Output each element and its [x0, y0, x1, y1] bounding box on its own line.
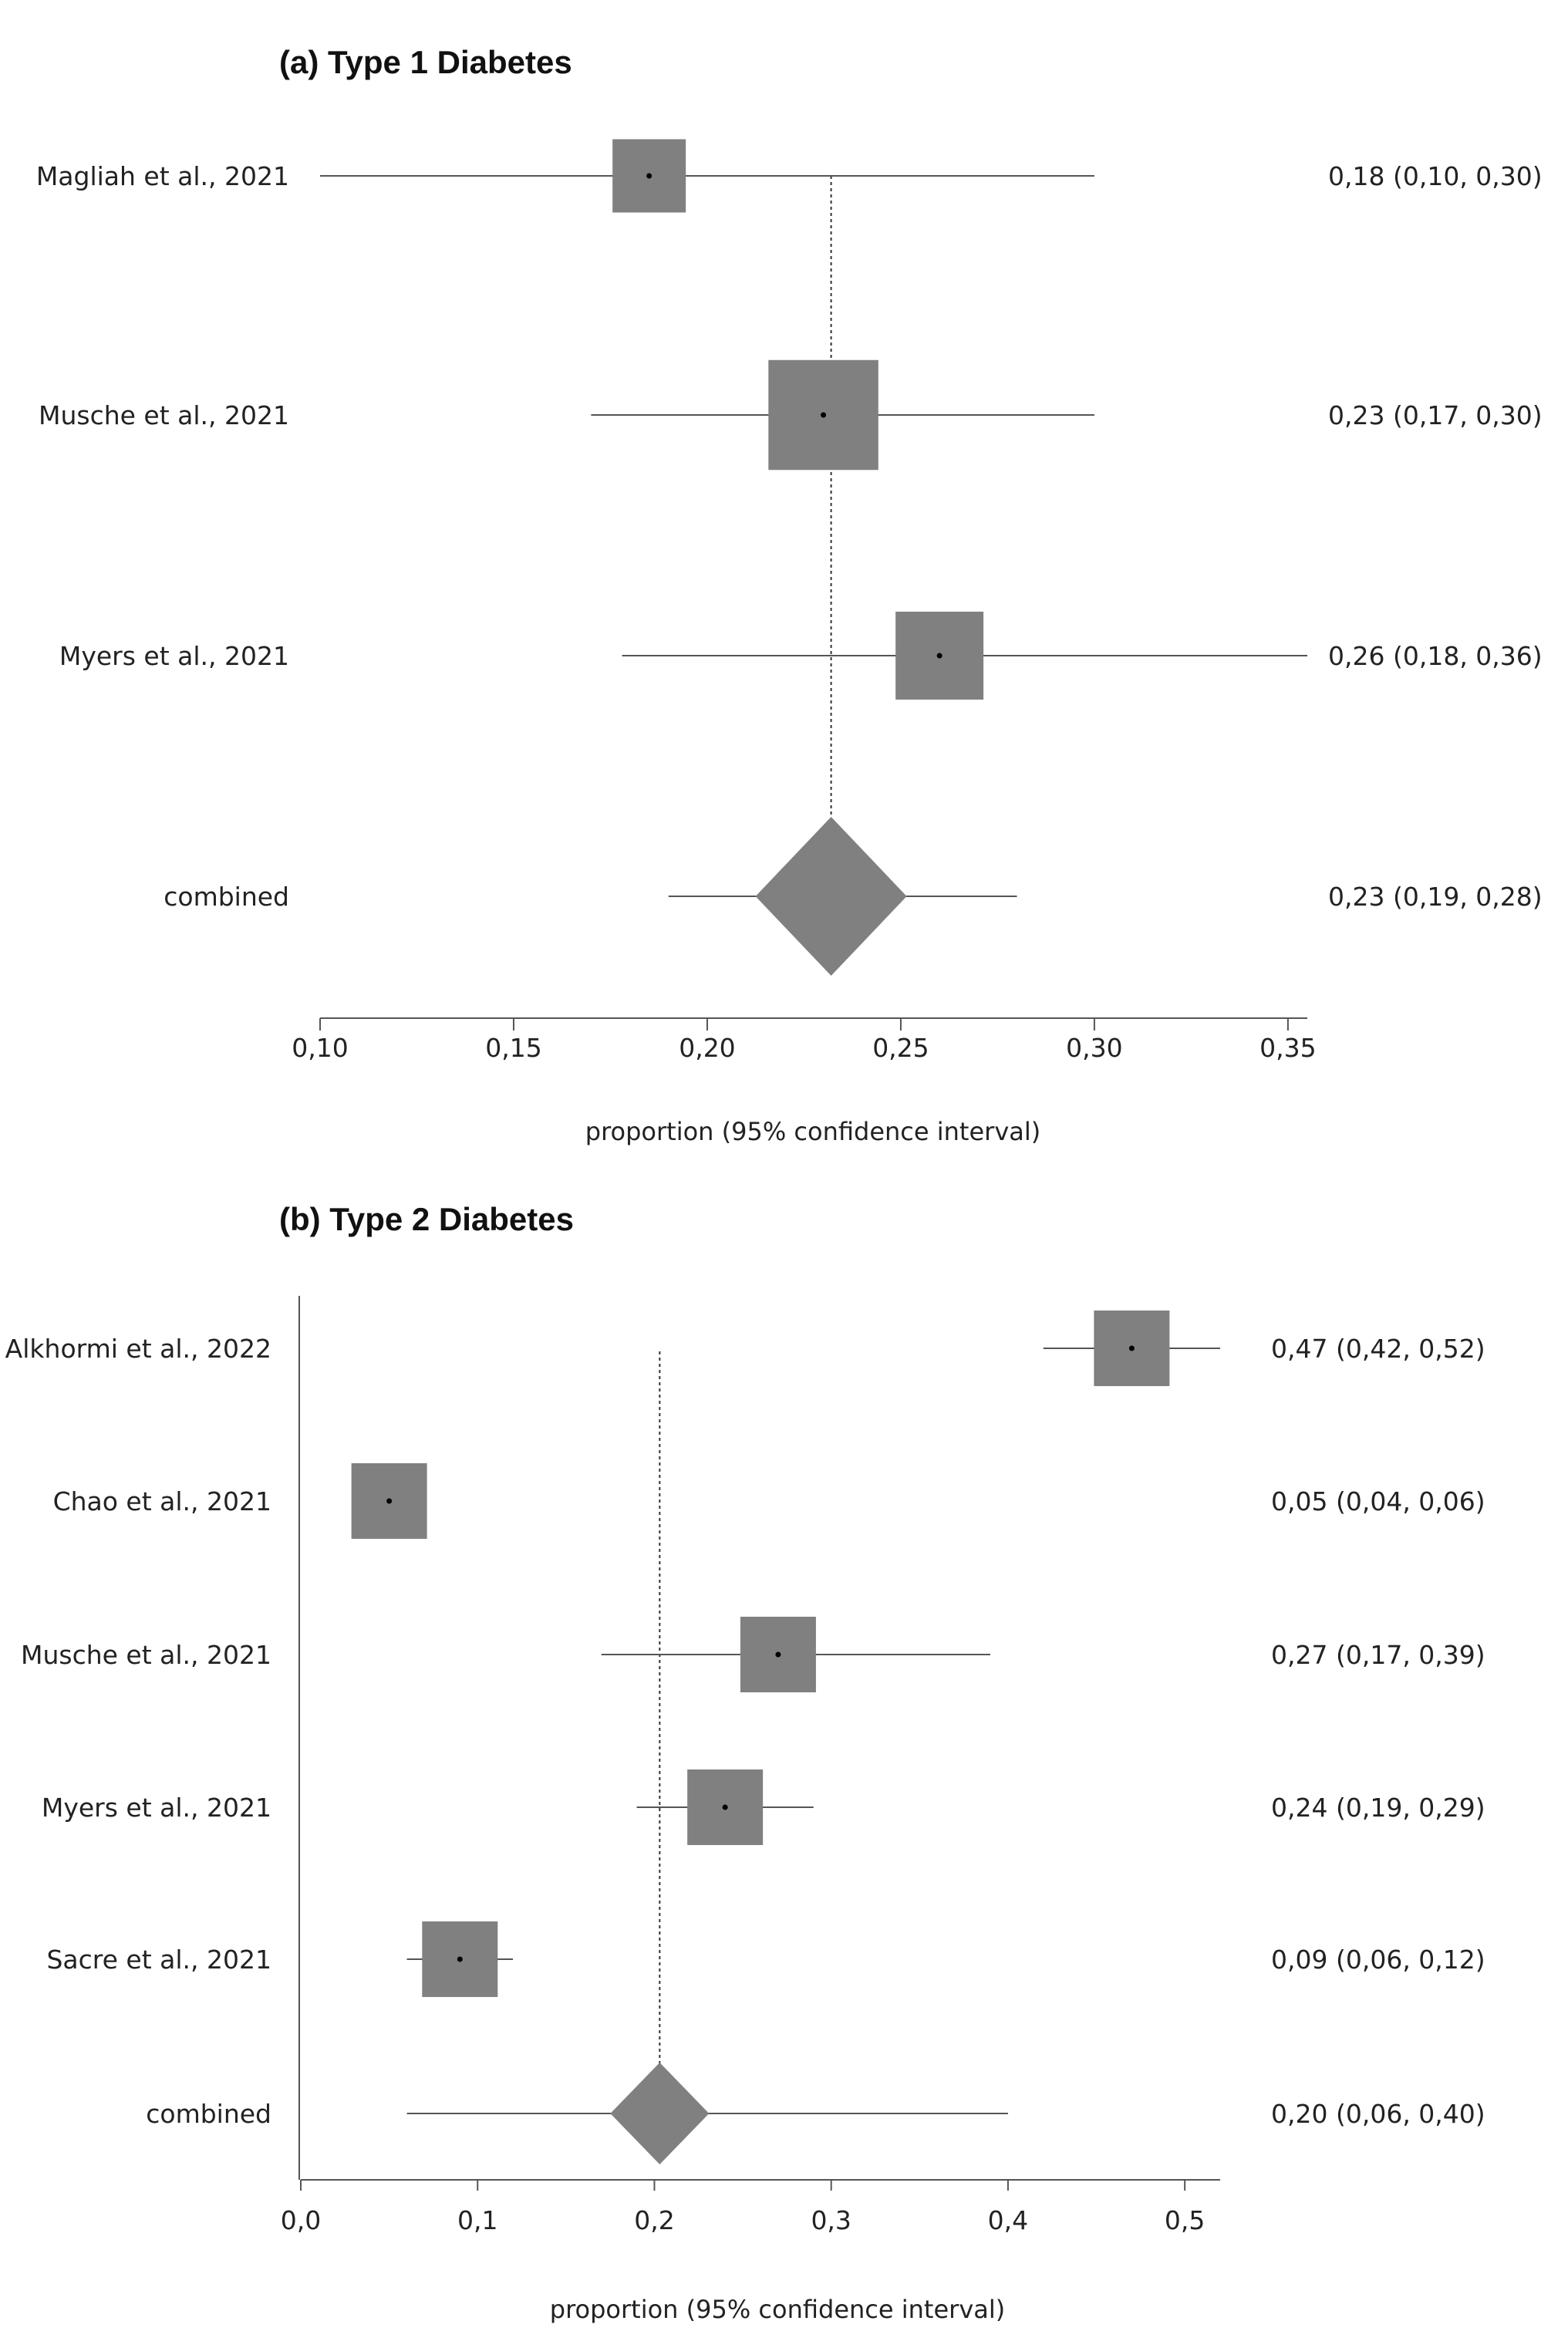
panel-a-x-tick-label: 0,20: [679, 1033, 735, 1063]
panel-b-estimate-point: [386, 1498, 393, 1504]
panel-b-x-tick-label: 0,4: [988, 2205, 1028, 2235]
panel-b-x-tick-label: 0,5: [1165, 2205, 1205, 2235]
panel-a-estimate-point: [936, 653, 942, 659]
panel-b-title: (b) Type 2 Diabetes: [279, 1201, 574, 1237]
panel-type2-diabetes: (b) Type 2 Diabetes Alkhormi et al., 202…: [5, 1201, 1485, 2324]
panel-b-combined-row: combined 0,20 (0,06, 0,40): [146, 2063, 1485, 2164]
panel-b-combined-estimate-text: 0,20 (0,06, 0,40): [1271, 2099, 1485, 2129]
panel-a-title: (a) Type 1 Diabetes: [279, 44, 572, 80]
panel-b-combined-diamond: [610, 2063, 710, 2164]
panel-b-study-row: Sacre et al., 2021 0,09 (0,06, 0,12): [46, 1921, 1485, 1997]
panel-a-combined-estimate-text: 0,23 (0,19, 0,28): [1328, 882, 1543, 912]
panel-b-x-tick-label: 0,3: [811, 2205, 851, 2235]
panel-a-study-row: Myers et al., 2021 0,26 (0,18, 0,36): [59, 612, 1543, 700]
panel-a-estimate-point: [821, 412, 827, 418]
panel-b-estimate-point: [722, 1804, 728, 1810]
panel-a-x-tick-label: 0,30: [1066, 1033, 1122, 1063]
panel-b-x-tick-label: 0,0: [281, 2205, 321, 2235]
panel-a-study-name: Musche et al., 2021: [39, 400, 289, 430]
panel-b-study-name: Sacre et al., 2021: [46, 1945, 271, 1975]
panel-b-study-name: Alkhormi et al., 2022: [5, 1334, 271, 1364]
panel-b-x-axis-label: proportion (95% confidence interval): [550, 2295, 1005, 2324]
panel-a-study-estimate-text: 0,18 (0,10, 0,30): [1328, 161, 1543, 191]
panel-a-x-tick-label: 0,35: [1259, 1033, 1316, 1063]
panel-a-combined-diamond: [755, 817, 907, 976]
panel-a-x-tick-label: 0,15: [485, 1033, 541, 1063]
panel-b-study-name: Musche et al., 2021: [21, 1640, 271, 1670]
panel-a-study-estimate-text: 0,23 (0,17, 0,30): [1328, 400, 1543, 430]
panel-b-x-tick-label: 0,1: [457, 2205, 497, 2235]
panel-b-study-estimate-text: 0,05 (0,04, 0,06): [1271, 1486, 1485, 1516]
panel-b-combined-label: combined: [146, 2099, 271, 2129]
panel-b-study-row: Myers et al., 2021 0,24 (0,19, 0,29): [42, 1769, 1485, 1845]
panel-b-study-name: Myers et al., 2021: [42, 1793, 271, 1823]
panel-a-combined-row: combined 0,23 (0,19, 0,28): [164, 817, 1543, 976]
panel-b-estimate-point: [457, 1956, 463, 1962]
panel-b-study-row: Musche et al., 2021 0,27 (0,17, 0,39): [21, 1617, 1485, 1692]
panel-b-study-estimate-text: 0,24 (0,19, 0,29): [1271, 1793, 1485, 1823]
panel-a-x-tick-label: 0,25: [872, 1033, 929, 1063]
panel-b-study-row: Chao et al., 2021 0,05 (0,04, 0,06): [53, 1463, 1485, 1539]
panel-a-study-name: Myers et al., 2021: [59, 641, 289, 671]
panel-b-study-estimate-text: 0,27 (0,17, 0,39): [1271, 1640, 1485, 1670]
panel-b-study-estimate-text: 0,47 (0,42, 0,52): [1271, 1334, 1485, 1364]
panel-b-study-estimate-text: 0,09 (0,06, 0,12): [1271, 1945, 1485, 1975]
panel-a-combined-label: combined: [164, 882, 289, 912]
panel-a-study-name: Magliah et al., 2021: [36, 161, 289, 191]
panel-a-study-row: Magliah et al., 2021 0,18 (0,10, 0,30): [36, 139, 1543, 213]
panel-a-study-estimate-text: 0,26 (0,18, 0,36): [1328, 641, 1543, 671]
panel-type1-diabetes: (a) Type 1 Diabetes Magliah et al., 2021…: [36, 44, 1543, 1146]
panel-a-x-axis-label: proportion (95% confidence interval): [585, 1117, 1040, 1146]
panel-a-x-tick-label: 0,10: [292, 1033, 348, 1063]
panel-b-study-name: Chao et al., 2021: [53, 1486, 271, 1516]
panel-b-estimate-point: [775, 1651, 781, 1658]
panel-b-x-tick-label: 0,2: [634, 2205, 674, 2235]
panel-b-study-row: Alkhormi et al., 2022 0,47 (0,42, 0,52): [5, 1311, 1485, 1386]
panel-a-study-row: Musche et al., 2021 0,23 (0,17, 0,30): [39, 359, 1543, 471]
panel-b-estimate-point: [1128, 1345, 1135, 1351]
panel-a-estimate-point: [646, 173, 652, 179]
